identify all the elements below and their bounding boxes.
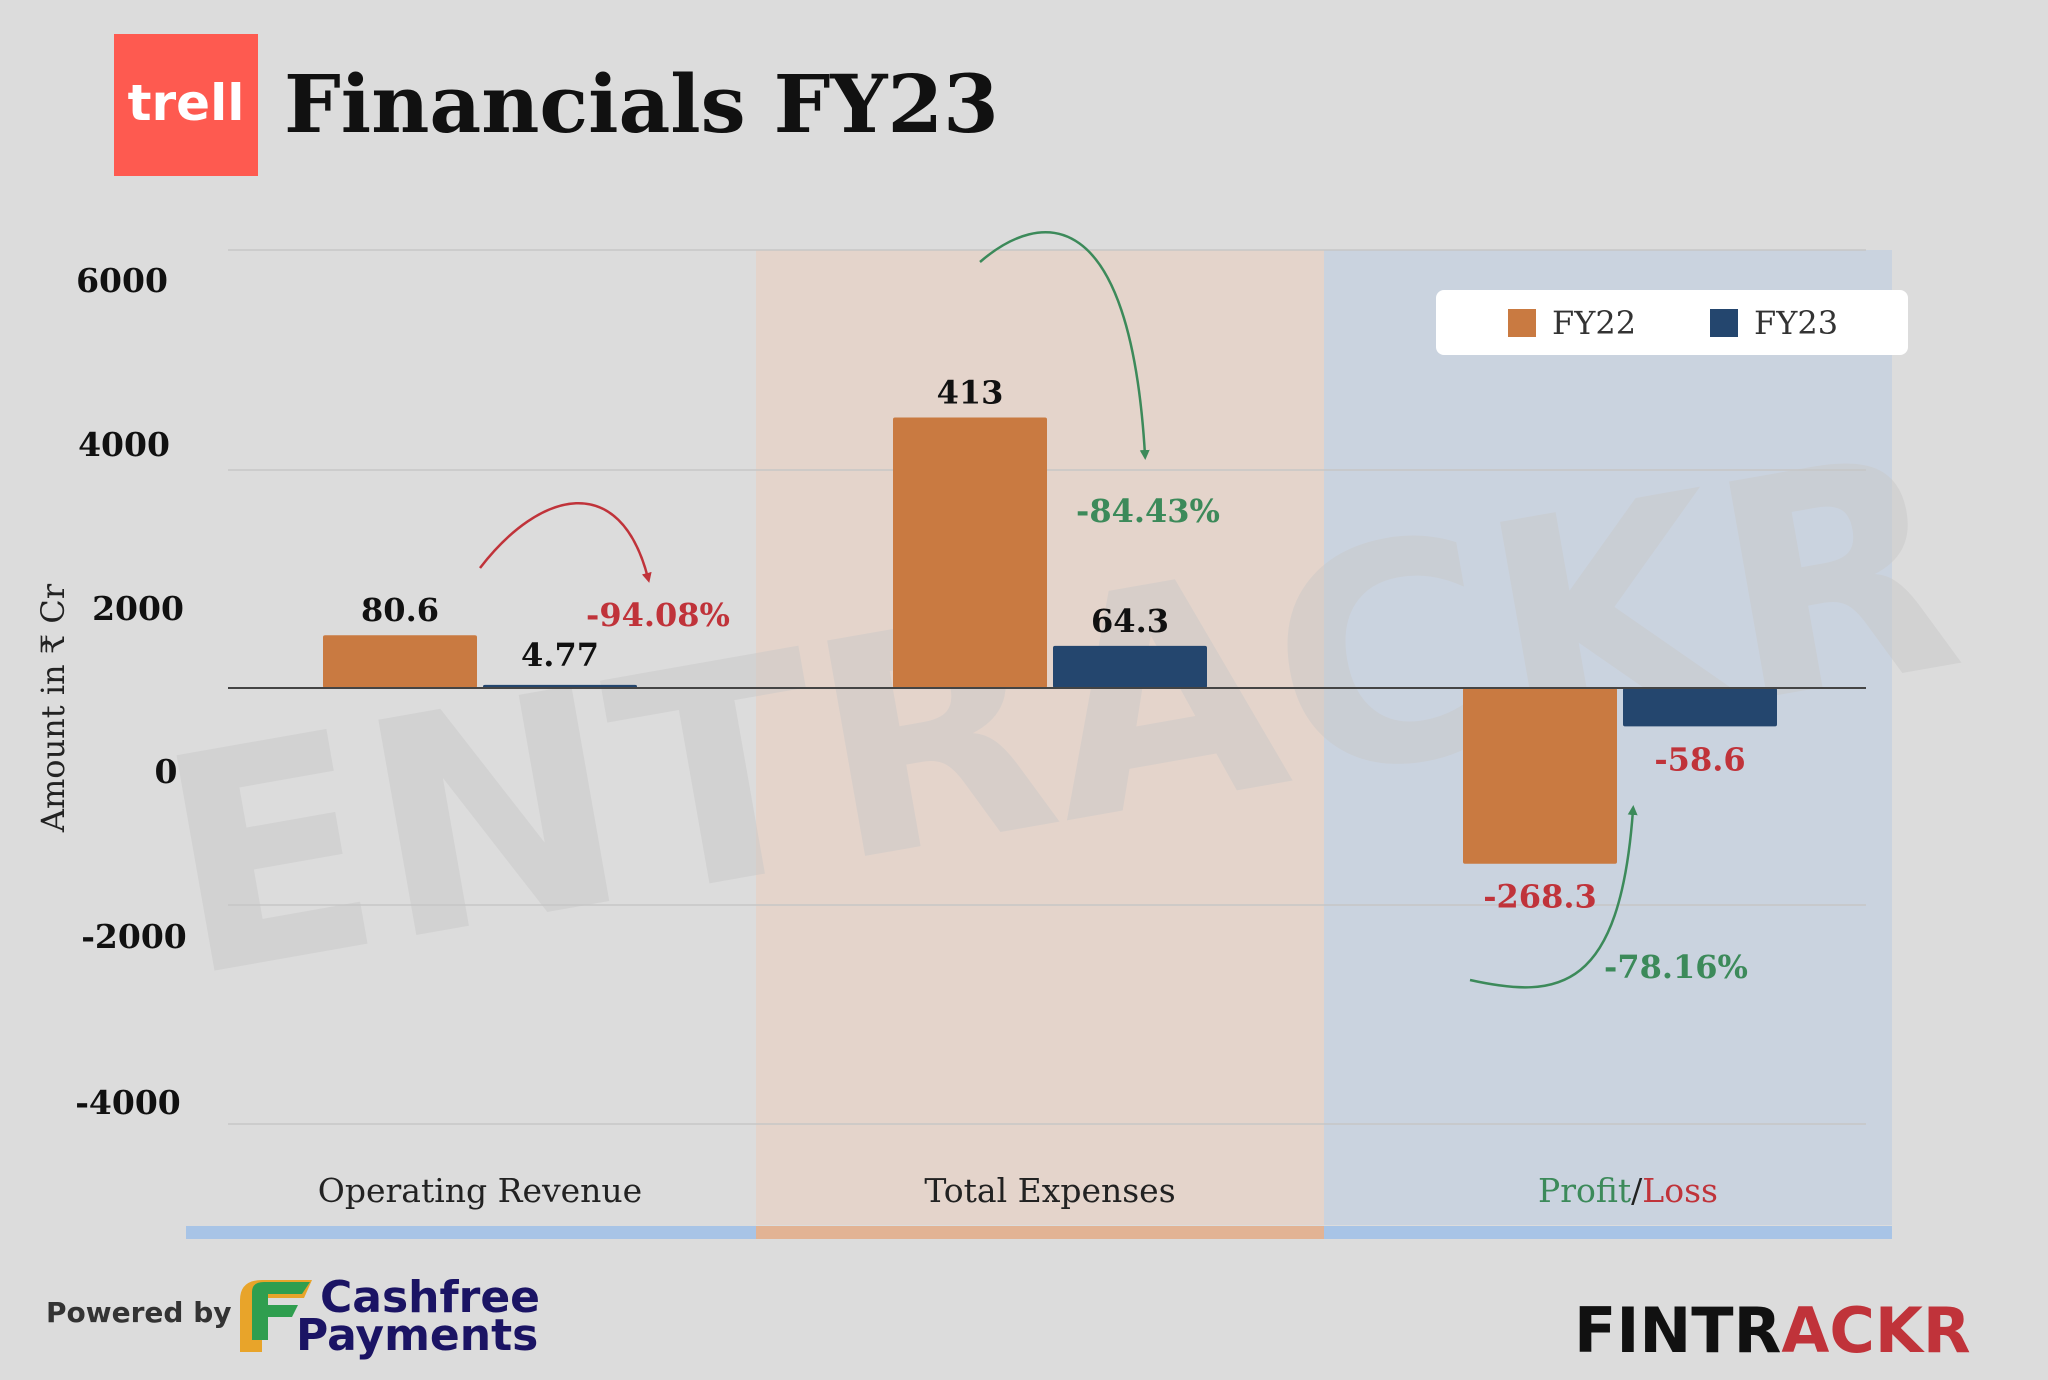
- bar-fy23-2: [1623, 688, 1777, 727]
- bar-fy22-1: [893, 417, 1047, 688]
- change-label-revenue: -94.08%: [586, 596, 730, 634]
- y-tick-label: 6000: [76, 261, 168, 300]
- y-tick-label: 2000: [92, 589, 184, 628]
- value-labels: 80.6 413 -268.3 4.77 64.3 -58.6: [361, 373, 1746, 915]
- legend-label-fy22: FY22: [1552, 304, 1636, 342]
- category-label-sep: /: [1631, 1171, 1643, 1210]
- category-label-loss: Loss: [1642, 1171, 1718, 1210]
- logo-text: trell: [128, 74, 245, 132]
- strip-revenue: [186, 1226, 756, 1239]
- bar-fy22-0: [323, 635, 477, 688]
- category-label-revenue: Operating Revenue: [318, 1171, 642, 1210]
- legend-swatch-fy22: [1508, 309, 1536, 337]
- page-title: Financials FY23: [284, 57, 999, 151]
- legend-swatch-fy23: [1710, 309, 1738, 337]
- cashfree-icon: [240, 1280, 312, 1352]
- value-label-fy23-2: -58.6: [1654, 740, 1745, 778]
- y-axis-label: Amount in ₹ Cr: [34, 583, 72, 833]
- y-tick-label: 0: [155, 752, 178, 791]
- bars: [323, 417, 1777, 864]
- band-expenses: [756, 250, 1324, 1225]
- y-tick-label: 4000: [78, 425, 170, 464]
- category-label-profit-loss: Profit/Loss: [1538, 1171, 1718, 1210]
- arrow-revenue: [479, 502, 652, 583]
- logo-box: [114, 34, 258, 176]
- value-label-fy23-0: 4.77: [521, 636, 599, 674]
- sponsor-line2: Payments: [296, 1310, 538, 1361]
- change-label-profit: -78.16%: [1604, 948, 1748, 986]
- category-label-expenses: Total Expenses: [924, 1171, 1175, 1210]
- sponsor-line1: Cashfree: [320, 1272, 540, 1323]
- change-label-expenses: -84.43%: [1076, 492, 1220, 530]
- category-label-profit: Profit: [1538, 1171, 1631, 1210]
- legend-box: [1436, 290, 1908, 355]
- y-axis-ticks: 6000 4000 2000 0 -2000 -4000: [75, 261, 187, 1122]
- value-label-fy23-1: 64.3: [1091, 602, 1169, 640]
- strip-expenses: [756, 1226, 1324, 1239]
- value-label-fy22-1: 413: [937, 373, 1004, 411]
- legend: FY22 FY23: [1436, 290, 1908, 355]
- powered-by-text: Powered by: [46, 1296, 232, 1329]
- arrow-profit: [1469, 805, 1638, 989]
- y-tick-label: -2000: [81, 917, 187, 956]
- brand-logo: FINTRACKR: [1574, 1294, 1971, 1367]
- brand-part1: FINTR: [1574, 1294, 1781, 1367]
- brand-part2: ACKR: [1781, 1294, 1970, 1367]
- arrow-expenses: [979, 231, 1150, 460]
- strip-profit: [1324, 1226, 1892, 1239]
- value-label-fy22-0: 80.6: [361, 591, 439, 629]
- bar-fy22-2: [1463, 688, 1617, 864]
- value-label-fy22-2: -268.3: [1483, 878, 1596, 916]
- bar-fy23-1: [1053, 645, 1207, 688]
- y-tick-label: -4000: [75, 1083, 181, 1122]
- legend-label-fy23: FY23: [1754, 304, 1838, 342]
